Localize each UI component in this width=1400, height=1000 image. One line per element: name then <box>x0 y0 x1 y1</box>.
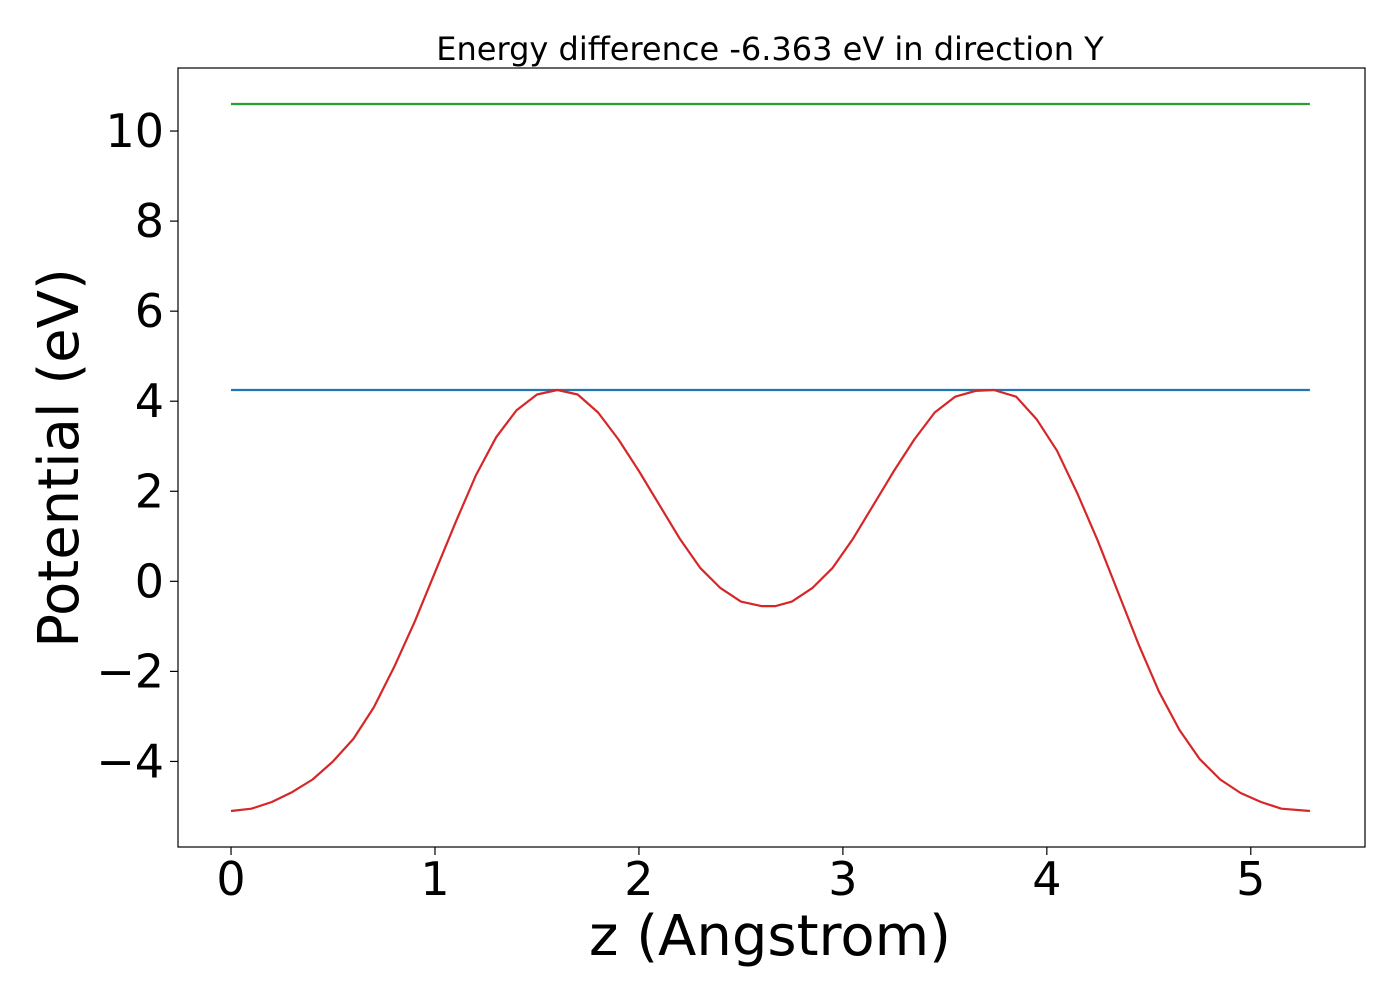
y-tick-label: 6 <box>135 284 164 338</box>
chart-title: Energy difference -6.363 eV in direction… <box>436 30 1104 68</box>
plot-lines <box>230 102 1310 813</box>
y-tick-label: −2 <box>96 644 164 698</box>
y-tick-label: 8 <box>135 194 164 248</box>
x-tick-label: 4 <box>1032 852 1061 906</box>
plot-frame <box>177 67 1366 848</box>
y-tick-label: 2 <box>135 464 164 518</box>
series-line-2 <box>230 388 1310 813</box>
y-tick-label: 10 <box>105 104 164 158</box>
x-tick-label: 0 <box>216 852 245 906</box>
y-tick-label: 0 <box>135 554 164 608</box>
x-axis-label: z (Angstrom) <box>589 904 951 969</box>
y-tick-label: −4 <box>96 734 164 788</box>
y-axis-label: Potential (eV) <box>27 268 92 648</box>
x-tick-label: 1 <box>420 852 449 906</box>
y-axis-ticks: −4 −2 0 2 4 6 8 10 <box>96 104 178 788</box>
y-tick-label: 4 <box>135 374 164 428</box>
x-tick-label: 5 <box>1236 852 1265 906</box>
x-tick-label: 3 <box>828 852 857 906</box>
x-axis-ticks: 0 1 2 3 4 5 <box>216 847 1265 906</box>
x-tick-label: 2 <box>624 852 653 906</box>
